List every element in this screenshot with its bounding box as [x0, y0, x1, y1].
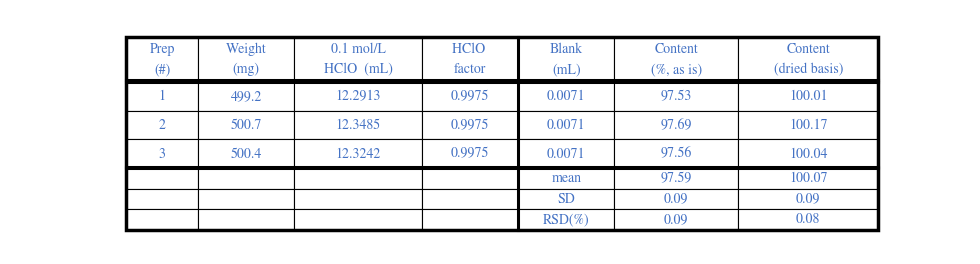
Text: (%, as is): (%, as is)	[651, 63, 702, 77]
Text: 0.9975: 0.9975	[451, 90, 489, 103]
Text: (#): (#)	[154, 63, 171, 77]
Text: factor: factor	[454, 63, 486, 77]
Text: 0.09: 0.09	[796, 192, 820, 206]
Text: HClO₄ (mL): HClO₄ (mL)	[323, 63, 393, 77]
Bar	[614, 209, 738, 230]
Bar	[614, 111, 738, 139]
Bar	[614, 168, 738, 189]
Bar	[294, 111, 422, 139]
Bar	[126, 139, 198, 168]
Text: 12.3485: 12.3485	[336, 119, 381, 132]
Bar	[518, 82, 614, 111]
Text: 0.0071: 0.0071	[547, 90, 585, 103]
Text: HClO₄: HClO₄	[452, 42, 489, 56]
Bar	[614, 139, 738, 168]
Bar	[198, 139, 294, 168]
Bar	[422, 139, 518, 168]
Bar	[738, 209, 878, 230]
Text: Content: Content	[786, 42, 830, 56]
Text: (dried basis): (dried basis)	[773, 63, 843, 77]
Text: Content: Content	[655, 42, 698, 56]
Bar	[422, 37, 518, 82]
Bar	[738, 111, 878, 139]
Text: 0.1 mol/L: 0.1 mol/L	[331, 42, 386, 56]
Text: 0.9975: 0.9975	[451, 119, 489, 132]
Text: 500.4: 500.4	[230, 147, 262, 161]
Bar	[518, 111, 614, 139]
Bar	[614, 82, 738, 111]
Text: 12.2913: 12.2913	[335, 90, 381, 103]
Text: 97.69: 97.69	[661, 119, 692, 132]
Bar	[294, 139, 422, 168]
Text: 2: 2	[159, 119, 166, 132]
Bar	[422, 111, 518, 139]
Bar	[198, 189, 294, 209]
Text: 12.3242: 12.3242	[335, 147, 381, 161]
Bar	[518, 209, 614, 230]
Bar	[518, 139, 614, 168]
Text: 100.17: 100.17	[789, 119, 827, 132]
Text: RSD(%): RSD(%)	[543, 213, 590, 226]
Text: 0.08: 0.08	[796, 213, 820, 226]
Bar	[422, 209, 518, 230]
Text: 1: 1	[159, 90, 166, 103]
Bar	[518, 168, 614, 189]
Bar	[126, 37, 198, 82]
Text: (mL): (mL)	[552, 63, 580, 77]
Text: 97.59: 97.59	[661, 172, 692, 185]
Bar	[126, 82, 198, 111]
Text: 0.9975: 0.9975	[451, 147, 489, 161]
Bar	[738, 189, 878, 209]
Bar	[198, 37, 294, 82]
Text: 0.0071: 0.0071	[547, 119, 585, 132]
Bar	[198, 209, 294, 230]
Text: 0.09: 0.09	[664, 213, 689, 226]
Bar	[294, 189, 422, 209]
Bar	[518, 189, 614, 209]
Bar	[422, 82, 518, 111]
Bar	[614, 189, 738, 209]
Bar	[518, 37, 614, 82]
Text: SD: SD	[558, 192, 575, 206]
Text: 0.09: 0.09	[664, 192, 689, 206]
Bar	[614, 37, 738, 82]
Bar	[294, 168, 422, 189]
Text: 100.04: 100.04	[789, 147, 827, 161]
Bar	[126, 168, 198, 189]
Bar	[422, 168, 518, 189]
Bar	[126, 209, 198, 230]
Bar	[738, 37, 878, 82]
Text: mean: mean	[551, 172, 581, 185]
Bar	[126, 189, 198, 209]
Text: 100.01: 100.01	[789, 90, 827, 103]
Bar	[294, 37, 422, 82]
Bar	[738, 168, 878, 189]
Bar	[126, 111, 198, 139]
Text: Prep: Prep	[150, 42, 175, 56]
Bar	[294, 82, 422, 111]
Bar	[738, 82, 878, 111]
Bar	[422, 189, 518, 209]
Text: 97.53: 97.53	[661, 90, 692, 103]
Bar	[738, 139, 878, 168]
Bar	[198, 168, 294, 189]
Text: Weight: Weight	[226, 42, 267, 56]
Text: 499.2: 499.2	[230, 90, 262, 103]
Text: (mg): (mg)	[233, 63, 260, 77]
Bar	[294, 209, 422, 230]
Text: 3: 3	[159, 147, 166, 161]
Text: 500.7: 500.7	[230, 119, 262, 132]
Bar	[198, 111, 294, 139]
Text: 97.56: 97.56	[661, 147, 692, 161]
Text: 0.0071: 0.0071	[547, 147, 585, 161]
Text: Blank: Blank	[550, 42, 583, 56]
Bar	[198, 82, 294, 111]
Text: 100.07: 100.07	[789, 172, 827, 185]
